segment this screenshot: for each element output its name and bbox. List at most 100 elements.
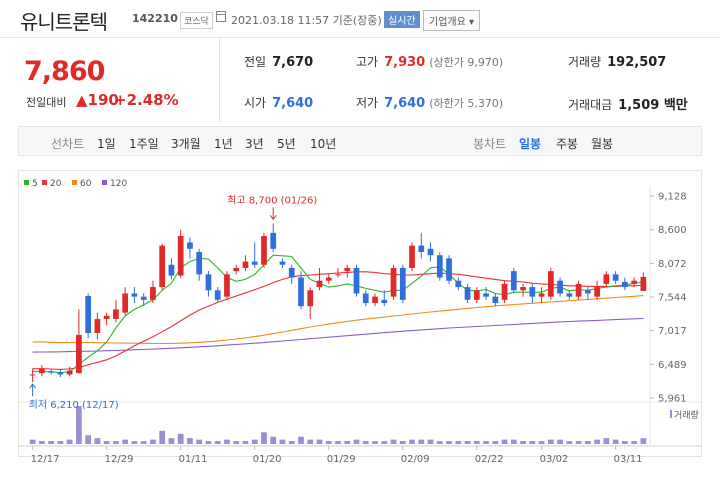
volume-bar [501, 439, 508, 444]
candle-body [76, 334, 82, 374]
period-1y[interactable]: 1년 [214, 137, 233, 151]
candle-body [510, 271, 517, 291]
volume-bar [492, 441, 499, 444]
volume-bar [233, 441, 240, 444]
date-tick-label: 02/09 [401, 454, 430, 465]
volume-bar [575, 441, 582, 444]
volume-bar [640, 438, 647, 444]
current-price: 7,860 [24, 56, 105, 87]
candlestick-chart: 5 20 60 120 9,128 8,600 8,072 7,544 7,017 6,489 5,… [18, 170, 702, 465]
period-3m[interactable]: 3개월 [171, 137, 201, 151]
candle-body [566, 293, 573, 297]
candle-body [140, 296, 147, 300]
quote-stats: 전일 7,670 고가 7,930 (상한가 9,970) 거래량 192,507 시가… [220, 38, 720, 122]
period-1w[interactable]: 1주일 [129, 137, 159, 151]
volume-bar [279, 439, 286, 444]
stock-name: 유니트론텍 [20, 10, 108, 34]
period-10y[interactable]: 10년 [310, 137, 337, 151]
candle-body [168, 264, 175, 276]
candle-body [214, 290, 221, 300]
candle-body [307, 290, 314, 307]
candle-body [372, 296, 378, 304]
realtime-button[interactable]: 실시간 [384, 11, 420, 28]
candle-body [436, 255, 443, 278]
low-annotation: 최저 6,210 (12/17) [29, 399, 119, 411]
volume-bar [48, 441, 55, 444]
volume-bar [538, 441, 545, 444]
stat-open-value: 7,640 [272, 96, 314, 111]
legend-label-20: 20 [50, 179, 62, 189]
candle-body [464, 287, 471, 300]
volume-bar [335, 441, 341, 444]
candle-body [455, 280, 462, 288]
candle-body [362, 293, 369, 304]
volume-bar [168, 438, 175, 444]
candle-body [288, 267, 295, 278]
legend-swatch-20 [42, 180, 47, 185]
price-tick-label: 6,489 [658, 360, 687, 371]
legend-swatch-120 [102, 180, 107, 185]
candle-body [427, 248, 434, 256]
candle-chart-label[interactable]: 봉차트 [473, 137, 507, 151]
volume-bar [390, 439, 397, 444]
candle-body [196, 252, 203, 275]
candle-body [270, 232, 277, 249]
candle-monthly[interactable]: 월봉 [591, 137, 614, 151]
candle-body [131, 293, 138, 297]
volume-bar [39, 441, 45, 444]
volume-bar [270, 436, 277, 444]
candle-body [621, 281, 628, 288]
volume-bar [362, 441, 369, 444]
volume-bar [131, 441, 138, 444]
price-tick-label: 7,017 [658, 326, 687, 337]
candle-body [483, 293, 489, 297]
chart-frame [18, 170, 702, 457]
volume-bar [242, 441, 249, 444]
volume-legend-label: 거래량 [674, 409, 699, 421]
company-overview-dropdown[interactable]: 기업개요 ▾ [423, 10, 480, 31]
stat-amount-label: 거래대금 [568, 98, 613, 112]
volume-bar [150, 439, 156, 444]
volume-bar [187, 438, 193, 444]
volume-bar [603, 438, 610, 444]
candle-body [85, 296, 92, 334]
volume-bar [409, 439, 415, 444]
volume-bar [85, 435, 92, 444]
candle-body [631, 280, 637, 284]
price-tick-label: 8,072 [658, 259, 687, 270]
line-chart-label[interactable]: 선차트 [51, 137, 85, 151]
candle-body [335, 274, 341, 276]
candle-body [103, 315, 110, 319]
volume-bar [372, 441, 378, 444]
volume-bar [140, 441, 147, 444]
volume-bar [76, 406, 82, 444]
candle-body [612, 274, 619, 281]
candle-daily[interactable]: 일봉 [519, 137, 542, 151]
period-5y[interactable]: 5년 [277, 137, 296, 151]
candle-body [122, 293, 129, 313]
volume-bar [520, 441, 526, 444]
stock-code: 142210 [132, 12, 178, 25]
low-arrow-icon [29, 383, 37, 397]
date-tick-label: 12/29 [105, 454, 134, 465]
volume-bar [66, 439, 73, 444]
period-3y[interactable]: 3년 [245, 137, 264, 151]
stat-open-label: 시가 [244, 96, 267, 110]
volume-bar [446, 441, 452, 444]
volume-bar [307, 439, 314, 444]
period-1d[interactable]: 1일 [97, 137, 116, 151]
stat-low: 저가 7,640 (하한가 5,370) [356, 94, 503, 111]
candle-body [399, 267, 406, 300]
candle-weekly[interactable]: 주봉 [556, 137, 579, 151]
chart-toolbar: 선차트 1일 1주일 3개월 1년 3년 5년 10년 봉차트 일봉 주봉 월봉 [18, 126, 702, 156]
ma120-line [32, 317, 644, 353]
candle-body [501, 283, 508, 300]
candle-body [177, 236, 184, 276]
candle-body [57, 372, 64, 375]
candle-body [473, 290, 480, 300]
volume-bar [418, 439, 425, 444]
volume-bar [122, 439, 129, 444]
stat-open: 시가 7,640 [244, 94, 313, 111]
high-arrow-icon [269, 207, 277, 221]
